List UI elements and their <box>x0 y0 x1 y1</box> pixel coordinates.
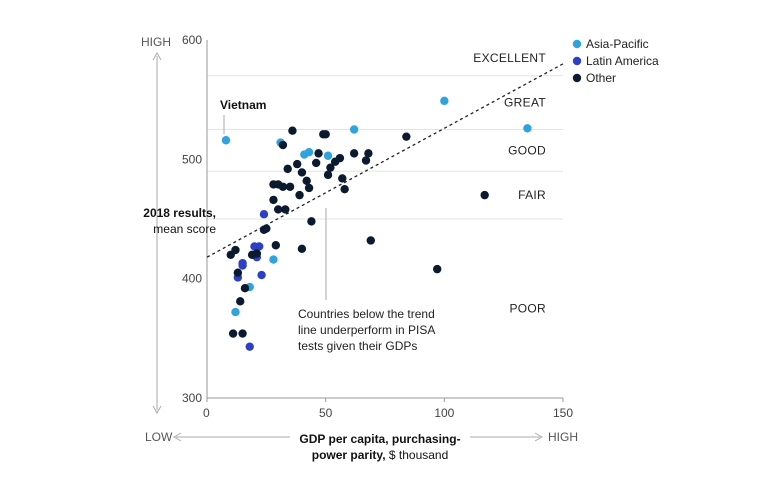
x-axis-title-rest: $ thousand <box>388 448 449 462</box>
performance-bands: EXCELLENT GREAT GOOD FAIR POOR <box>207 51 563 316</box>
point-other <box>433 264 442 274</box>
point-asia-pacific <box>269 255 278 264</box>
y-tick-label: 500 <box>182 152 202 166</box>
legend-entry: Latin America <box>586 54 659 68</box>
x-axis-low-label: LOW <box>145 430 173 444</box>
point-asia-pacific <box>323 151 333 160</box>
point-other <box>366 236 375 245</box>
point-other <box>281 205 290 214</box>
point-other <box>295 190 304 200</box>
axis-ticks: 300 400 500 600 0 50 100 150 <box>182 33 573 420</box>
band-label-great: GREAT <box>504 96 546 110</box>
point-asia-pacific <box>349 125 359 134</box>
point-other <box>307 217 316 226</box>
x-tick-label: 100 <box>434 406 454 420</box>
point-other <box>278 140 288 150</box>
point-other <box>285 182 295 191</box>
legend-swatch <box>572 39 582 49</box>
x-axis-title: GDP per capita, purchasing-power parity,… <box>290 431 470 463</box>
point-other <box>304 183 314 193</box>
down-arrow-icon <box>152 405 162 415</box>
point-other <box>292 159 302 169</box>
annotation-text: Countries below the trend line underperfo… <box>298 307 435 353</box>
y-axis-direction: HIGH <box>141 35 171 415</box>
point-latin-america <box>259 210 269 219</box>
point-other <box>297 244 307 254</box>
point-other <box>338 174 347 183</box>
point-other <box>271 241 281 250</box>
annotation-line: line underperform in PISA <box>298 323 435 337</box>
point-other <box>231 245 240 255</box>
point-other <box>314 149 323 158</box>
annotation-line: tests given their GDPs <box>298 339 417 353</box>
legend-entry: Other <box>586 71 616 85</box>
point-other <box>288 126 297 135</box>
x-axis-title-bold: GDP per capita, purchasing-power parity, <box>299 432 461 462</box>
y-tick-label: 400 <box>182 272 202 286</box>
point-asia-pacific <box>304 147 314 157</box>
x-tick-label: 50 <box>319 406 333 420</box>
point-other <box>236 297 245 306</box>
point-other <box>349 149 359 158</box>
plot-frame <box>206 40 563 399</box>
up-arrow-icon <box>152 51 162 61</box>
point-latin-america <box>257 270 266 280</box>
point-asia-pacific <box>440 96 449 106</box>
point-other <box>361 156 371 165</box>
x-tick-label: 150 <box>553 406 573 420</box>
data-points <box>221 96 532 351</box>
point-other <box>297 168 307 177</box>
y-tick-label: 600 <box>182 33 202 47</box>
y-axis-title-bold: 2018 results, <box>143 206 216 220</box>
left-arrow-icon <box>172 432 182 442</box>
legend-swatch <box>572 56 582 66</box>
point-other <box>228 329 238 338</box>
point-other <box>321 130 330 139</box>
point-other <box>278 182 288 191</box>
y-axis-title-rest: mean score <box>153 222 216 236</box>
y-axis-high-label: HIGH <box>141 35 171 49</box>
point-other <box>364 149 373 158</box>
band-label-poor: POOR <box>509 302 546 316</box>
x-axis-high-label: HIGH <box>548 430 578 444</box>
point-other <box>262 224 271 233</box>
point-other <box>335 153 345 163</box>
annotation-line: Countries below the trend <box>298 307 435 321</box>
point-other <box>340 184 349 194</box>
point-asia-pacific <box>231 307 240 317</box>
band-label-good: GOOD <box>508 143 546 157</box>
point-latin-america <box>238 261 247 270</box>
band-label-excellent: EXCELLENT <box>473 51 546 65</box>
legend-swatch <box>572 73 582 83</box>
point-other <box>326 163 335 172</box>
vietnam-label: Vietnam <box>220 98 266 112</box>
point-other <box>252 249 262 258</box>
point-other <box>238 329 247 338</box>
point-other <box>240 284 250 293</box>
point-other <box>311 158 321 168</box>
point-asia-pacific <box>523 124 532 133</box>
point-other <box>302 176 311 186</box>
point-other <box>283 164 292 174</box>
right-arrow-icon <box>534 432 544 442</box>
x-tick-label: 0 <box>203 406 210 420</box>
y-axis-title: 2018 results, mean score <box>96 205 216 237</box>
point-other <box>402 132 411 141</box>
point-latin-america <box>245 342 254 351</box>
point-other <box>323 170 333 180</box>
point-other <box>233 268 243 277</box>
y-tick-label: 300 <box>182 391 202 405</box>
point-other <box>269 195 278 205</box>
point-asia-pacific <box>221 136 231 145</box>
point-other <box>274 205 283 214</box>
x-axis-direction: LOW HIGH <box>145 430 578 444</box>
legend: Asia-Pacific Latin America Other <box>572 37 659 85</box>
legend-entry: Asia-Pacific <box>586 37 649 51</box>
point-other <box>480 190 489 200</box>
point-latin-america <box>255 242 264 251</box>
band-label-fair: FAIR <box>518 188 546 202</box>
